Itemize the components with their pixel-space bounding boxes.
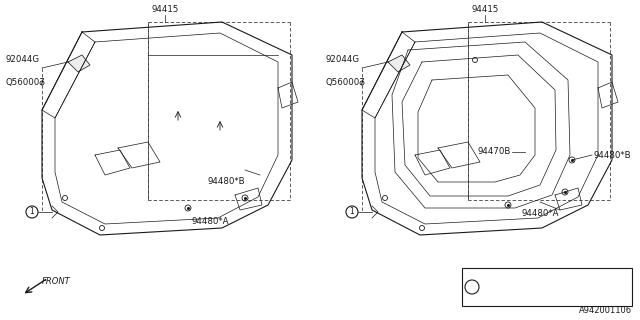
Text: Q560007: Q560007 xyxy=(5,78,45,87)
Text: 94480*A: 94480*A xyxy=(522,209,559,218)
Text: FRONT: FRONT xyxy=(42,277,71,286)
Text: 92044G: 92044G xyxy=(325,55,359,65)
Polygon shape xyxy=(68,55,90,72)
Text: 1: 1 xyxy=(29,207,35,217)
Text: 94470B: 94470B xyxy=(478,148,511,156)
Text: 94415: 94415 xyxy=(151,5,179,14)
Text: 92044G: 92044G xyxy=(5,55,39,65)
Text: 1: 1 xyxy=(470,283,474,292)
Text: 94480*A: 94480*A xyxy=(192,218,230,227)
Text: Q560007: Q560007 xyxy=(325,78,365,87)
Bar xyxy=(462,268,632,306)
Text: 94480*B: 94480*B xyxy=(208,178,246,187)
Text: 94480*B: 94480*B xyxy=(593,150,630,159)
Polygon shape xyxy=(388,55,410,72)
Text: W130163('05MY0402-): W130163('05MY0402-) xyxy=(485,292,576,301)
Text: 94415: 94415 xyxy=(471,5,499,14)
Text: 1: 1 xyxy=(349,207,355,217)
Text: A942001106: A942001106 xyxy=(579,306,632,315)
Text: 94480*C(-'04MY0305): 94480*C(-'04MY0305) xyxy=(485,273,573,282)
